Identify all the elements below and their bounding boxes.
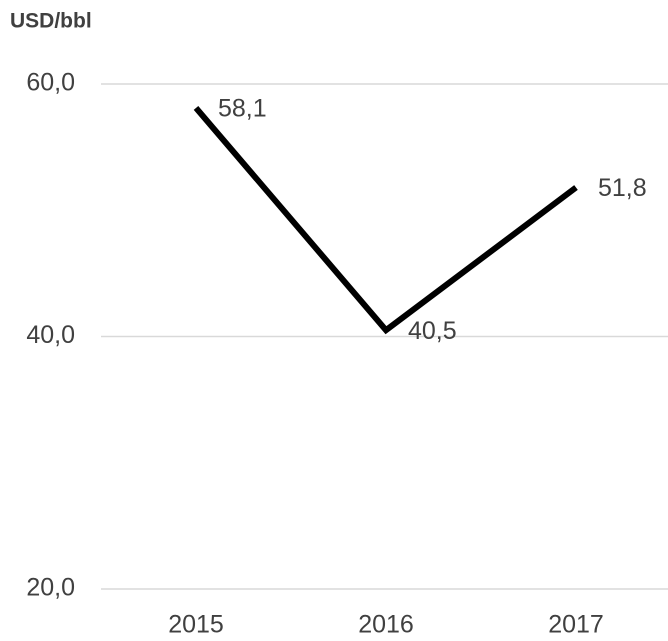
y-tick-label: 40,0	[26, 321, 75, 349]
data-label: 51,8	[598, 174, 647, 202]
data-label: 58,1	[218, 95, 267, 123]
x-tick-label: 2017	[548, 611, 604, 639]
chart-title: USD/bbl	[10, 10, 92, 33]
data-label: 40,5	[408, 317, 457, 345]
x-tick-label: 2015	[168, 611, 224, 639]
y-tick-label: 60,0	[26, 69, 75, 97]
y-tick-label: 20,0	[26, 574, 75, 602]
data-line	[193, 106, 578, 335]
x-tick-label: 2016	[358, 611, 414, 639]
